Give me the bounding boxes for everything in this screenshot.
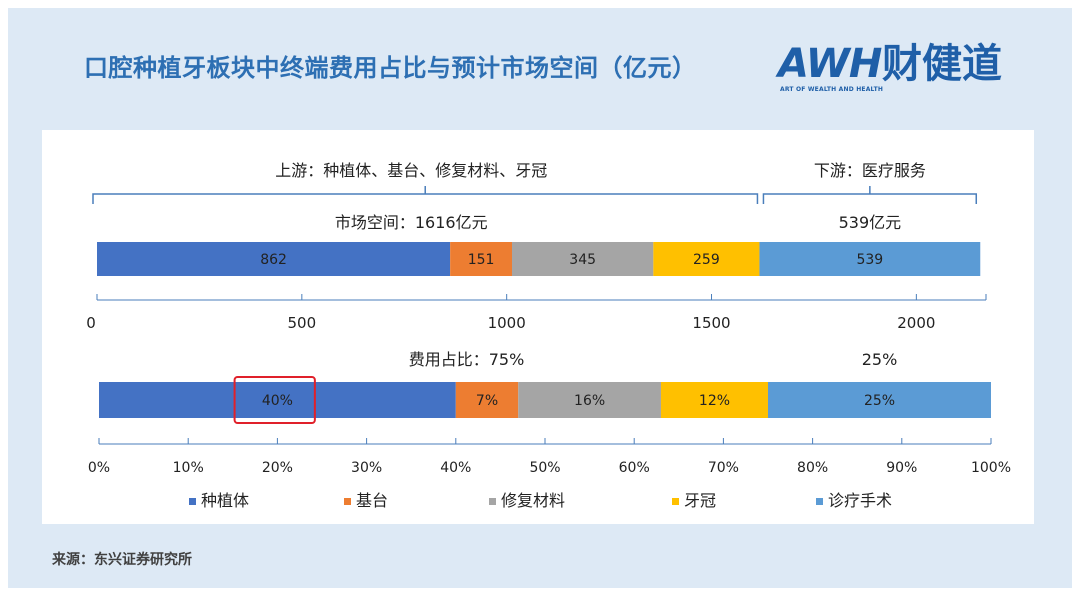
share-segment-5: [768, 382, 991, 418]
upstream-bracket: [92, 186, 759, 204]
legend-swatch: [816, 498, 823, 505]
bar-segment-4: [653, 242, 760, 276]
share-segment-3: [518, 382, 661, 418]
downstream-total-label: 539亿元: [839, 213, 902, 232]
logo-latin: AWH: [778, 41, 882, 87]
share-segment-1: [99, 382, 456, 418]
share-tick-label: 70%: [708, 460, 739, 476]
x-tick-label: 0: [86, 314, 96, 332]
bar-value-label: 539: [856, 252, 883, 268]
downstream-label: 下游：医疗服务: [814, 161, 926, 180]
x-tick-label: 1500: [692, 314, 730, 332]
x-tick-label: 2000: [897, 314, 935, 332]
share-tick-label: 40%: [440, 460, 471, 476]
chart-panel: 上游：种植体、基台、修复材料、牙冠 下游：医疗服务市场空间：1616亿元 539亿元…: [42, 130, 1034, 524]
upstream-label: 上游：种植体、基台、修复材料、牙冠: [275, 161, 547, 180]
highlight-box: [233, 376, 316, 424]
share-tick-label: 60%: [619, 460, 650, 476]
legend-swatch: [672, 498, 679, 505]
legend-label: 修复材料: [501, 491, 565, 510]
bar-segment-2: [450, 242, 513, 276]
share-value-label: 12%: [699, 393, 730, 409]
share-value-label: 25%: [864, 393, 895, 409]
share-value-label: 16%: [574, 393, 605, 409]
bar-segment-1: [97, 242, 451, 276]
downstream-share-label: 25%: [862, 350, 898, 369]
bar-value-label: 862: [260, 252, 287, 268]
share-value-label: 7%: [476, 393, 498, 409]
downstream-bracket: [762, 186, 978, 204]
share-segment-4: [660, 382, 768, 418]
x-tick-label: 500: [288, 314, 317, 332]
share-tick-label: 50%: [529, 460, 560, 476]
legend-label: 牙冠: [684, 491, 716, 510]
chart-title: 口腔种植牙板块中终端费用占比与预计市场空间（亿元）: [84, 54, 697, 82]
x-tick-label: 1000: [488, 314, 526, 332]
source-note: 来源：东兴证券研究所: [52, 552, 192, 568]
legend-swatch: [189, 498, 196, 505]
legend-swatch: [489, 498, 496, 505]
share-tick-label: 100%: [971, 460, 1011, 476]
bar-value-label: 151: [468, 252, 495, 268]
share-segment-2: [455, 382, 519, 418]
share-tick-label: 10%: [173, 460, 204, 476]
logo-cn: 财健道: [882, 41, 1002, 87]
logo-subtitle: ART OF WEALTH AND HEALTH: [780, 86, 884, 93]
legend-swatch: [344, 498, 351, 505]
upstream-total-label: 市场空间：1616亿元: [335, 213, 488, 232]
report-frame: 口腔种植牙板块中终端费用占比与预计市场空间（亿元） AWH 财健道 ART OF…: [8, 8, 1072, 588]
bar-segment-5: [759, 242, 981, 276]
legend-label: 基台: [356, 491, 388, 510]
bar-value-label: 259: [693, 252, 720, 268]
share-tick-label: 90%: [886, 460, 917, 476]
bar-segment-3: [512, 242, 654, 276]
upstream-share-label: 费用占比：75%: [409, 350, 525, 369]
share-tick-label: 0%: [88, 460, 110, 476]
bar-value-label: 345: [569, 252, 596, 268]
share-tick-label: 30%: [351, 460, 382, 476]
legend-label: 种植体: [201, 491, 249, 510]
share-value-label: 40%: [262, 393, 293, 409]
logo: AWH 财健道 ART OF WEALTH AND HEALTH: [778, 38, 1034, 98]
share-tick-label: 20%: [262, 460, 293, 476]
share-tick-label: 80%: [797, 460, 828, 476]
legend-label: 诊疗手术: [828, 491, 892, 510]
